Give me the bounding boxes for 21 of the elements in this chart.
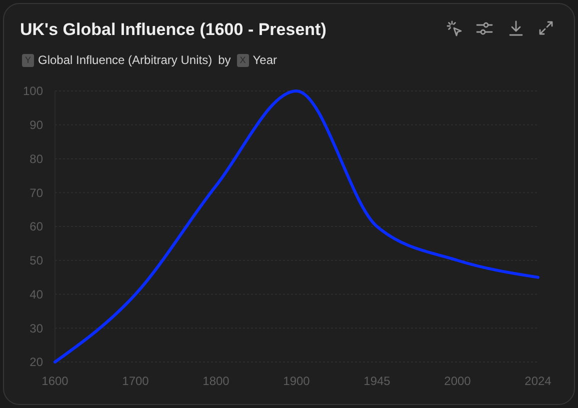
chart-title: UK's Global Influence (1600 - Present) (20, 20, 326, 39)
x-tick-label: 2024 (524, 374, 552, 388)
y-tick-label: 60 (30, 220, 44, 234)
y-tick-label: 100 (22, 84, 44, 98)
x-tick-label: 1800 (202, 374, 230, 388)
y-tick-label: 70 (30, 186, 44, 200)
y-tick-label: 90 (30, 118, 44, 132)
y-axis-title: Global Influence (Arbitrary Units) (38, 53, 212, 67)
line-series (54, 90, 540, 364)
x-tick-label: 1945 (364, 374, 391, 388)
x-tick-label: 1900 (283, 374, 310, 388)
y-tick-label: 30 (30, 321, 44, 336)
x-tick-label: 1700 (122, 374, 150, 388)
x-tick-label: 2000 (444, 374, 472, 388)
y-tick-label: 20 (30, 355, 44, 370)
chart-subtitle: by (218, 53, 231, 67)
y-tick-label: 80 (30, 152, 44, 166)
x-tick-label: 1600 (42, 374, 69, 388)
y-tick-label: 50 (30, 254, 44, 268)
y-tick-label: 40 (30, 287, 44, 302)
x-axis-title: Year (252, 53, 278, 67)
